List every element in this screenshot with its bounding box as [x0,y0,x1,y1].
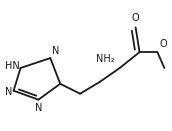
Text: NH₂: NH₂ [96,54,115,64]
Text: N: N [35,103,42,113]
Text: O: O [159,39,167,49]
Text: N: N [5,87,13,97]
Text: HN: HN [5,61,20,71]
Text: O: O [132,13,139,23]
Text: N: N [52,46,60,56]
